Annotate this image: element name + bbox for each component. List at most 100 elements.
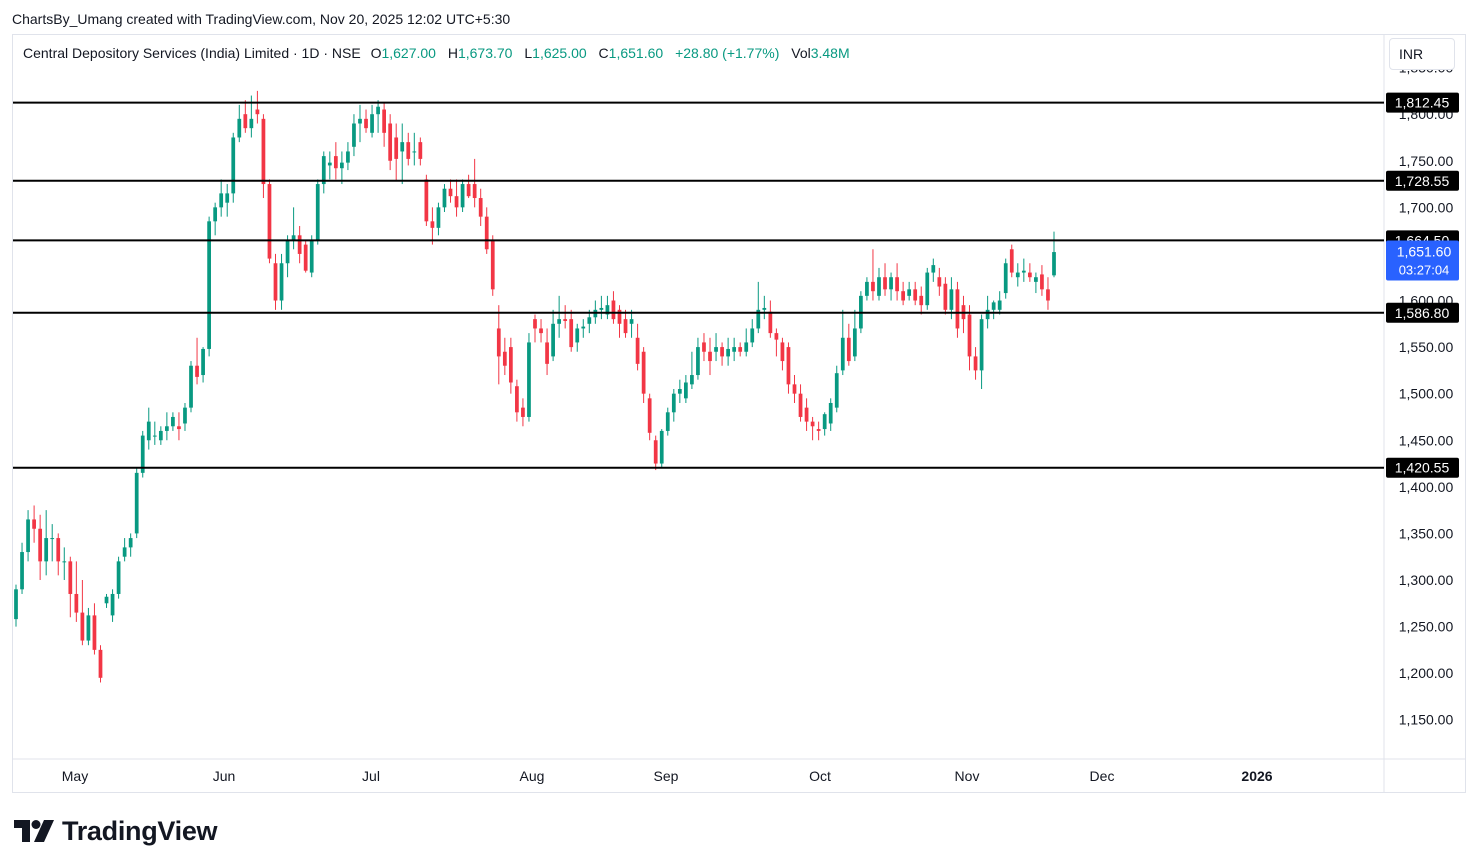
candle-body [207,221,211,349]
level-label-bg [1386,302,1459,323]
candle-body [86,615,91,641]
x-tick-label: Nov [955,768,980,784]
candle-body [370,114,374,133]
level-label-bg [1386,170,1459,191]
candle-body [454,196,459,208]
candle-body [1015,272,1020,278]
y-tick-label: 1,550.00 [1399,339,1454,355]
candle-body [152,435,157,437]
candle-body [816,429,821,431]
candle-body [279,263,284,301]
candle-body [623,319,628,334]
candle-body [104,596,109,604]
bar-countdown-label: 03:27:04 [1399,262,1450,277]
candle-body [400,142,405,152]
low-label: L [524,45,533,61]
candle-body [949,289,954,310]
candle-body [158,430,163,441]
candle-body [303,244,308,271]
candle-body [1052,252,1056,276]
candle-body [587,317,592,324]
candle-body [1046,289,1050,301]
candle-body [1003,263,1008,294]
candle-body [116,561,121,594]
candle-body [527,342,531,417]
candle-body [834,373,839,408]
candle-body [460,184,465,208]
candle-body [44,538,49,562]
candle-body [442,188,447,208]
candle-body [822,414,827,430]
candle-body [750,328,755,343]
x-tick-label: Oct [809,768,831,784]
candle-body [901,291,905,301]
candle-body [756,309,761,329]
candle-body [388,123,393,161]
y-tick-label: 1,150.00 [1399,712,1454,728]
candle-body [804,407,809,422]
close-label: C [598,45,609,61]
candle-body [502,351,507,366]
candle-body [231,137,236,194]
candle-body [333,156,338,169]
x-tick-label: May [62,768,88,784]
tradingview-logo-icon [14,820,54,842]
candle-body [195,365,199,377]
x-tick-label: Jun [213,768,236,784]
candle-body [50,538,55,540]
y-tick-label: 1,700.00 [1399,199,1454,215]
candle-body [852,328,857,357]
candle-body [515,386,519,413]
candle-body [641,351,646,394]
candle-body [122,547,127,557]
candle-body [708,351,712,362]
candle-body [997,300,1002,310]
candle-body [762,307,767,310]
candle-body [696,347,700,376]
candle-body [732,347,737,352]
x-tick-label: 2026 [1241,768,1272,784]
candle-body [165,426,169,431]
candle-body [382,109,386,133]
high-value: 1,673.70 [457,45,513,61]
candle-body [490,239,495,290]
symbol-title[interactable]: Central Depository Services (India) Limi… [23,45,361,61]
candle-body [267,184,272,259]
candle-body [635,337,640,364]
candle-body [327,162,332,166]
candle-body [1027,272,1032,278]
currency-selector[interactable]: INR [1389,38,1455,70]
candle-body [702,342,706,352]
level-label: 1,812.45 [1395,95,1450,111]
candle-body [738,347,743,352]
candle-body [340,162,344,169]
candle-body [1009,249,1014,273]
candle-body [352,123,356,147]
candle-body [213,207,218,222]
volume-value: 3.48M [810,45,850,61]
candle-body [98,649,103,678]
candle-body [551,323,555,357]
candle-body [177,426,181,430]
candle-body [68,561,73,594]
level-label: 1,586.80 [1395,305,1450,321]
low-value: 1,625.00 [532,45,587,61]
candle-body [430,221,435,228]
candle-body [599,307,604,310]
candle-body [261,118,266,185]
y-tick-label: 1,750.00 [1399,153,1454,169]
candle-body [291,235,296,240]
high-label: H [447,45,458,61]
candle-body [346,151,350,163]
candle-body [690,375,694,385]
candle-body [877,277,881,296]
candle-body [32,519,36,529]
candle-body [919,295,924,306]
candle-body [605,305,610,315]
y-tick-label: 1,400.00 [1399,479,1454,495]
candle-body [201,348,205,376]
candle-body [557,319,562,324]
candle-body [110,593,115,616]
candle-body [786,347,791,385]
